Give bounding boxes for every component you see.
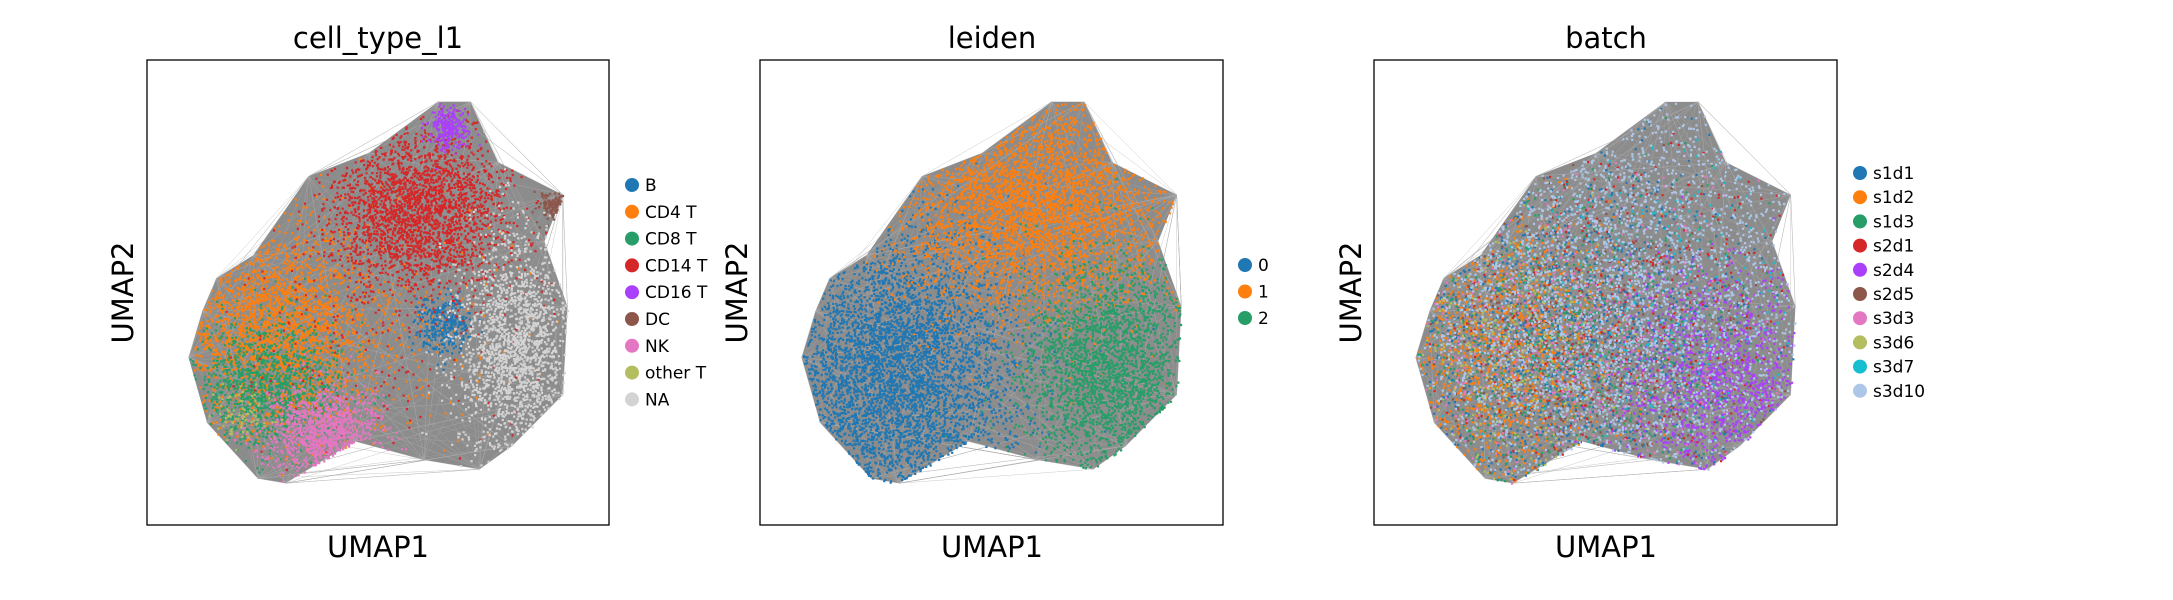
legend-marker: [1853, 262, 1867, 277]
legend-label: DC: [645, 310, 670, 330]
x-axis-label: UMAP1: [327, 530, 429, 564]
legend-marker: [625, 258, 639, 273]
legend-label: s3d3: [1873, 309, 1914, 329]
x-axis-label: UMAP1: [1555, 530, 1657, 564]
legend-label: s2d5: [1873, 285, 1914, 305]
legend-label: 1: [1258, 283, 1269, 303]
legend-marker: [1853, 166, 1867, 180]
y-axis-label: UMAP2: [720, 241, 754, 343]
legend-marker: [625, 204, 639, 219]
legend: s1d1 s1d2 s1d3 s2d1 s2d4 s2d5 s3d3 s3d6 s3d7 s3d1…: [1853, 164, 1925, 402]
legend-marker: [1853, 287, 1867, 301]
legend-label: CD8 T: [645, 230, 697, 250]
y-axis-label: UMAP2: [1334, 241, 1368, 343]
legend-marker: [625, 312, 639, 326]
legend: B CD4 T CD8 T CD14 T CD16 T DC NK other T NA: [625, 176, 708, 410]
legend-label: NA: [645, 390, 670, 410]
legend-label: s2d1: [1873, 237, 1914, 257]
panel-leiden: leiden UMAP1 UMAP2 0 1 2: [720, 21, 1269, 564]
legend-label: CD14 T: [645, 256, 708, 276]
legend-label: 0: [1258, 256, 1269, 276]
legend-label: s1d3: [1873, 212, 1914, 232]
legend-marker: [625, 178, 639, 192]
axes-frame: [146, 59, 610, 526]
y-axis-label: UMAP2: [106, 241, 140, 343]
legend-marker: [625, 365, 639, 380]
series-points-s3d3: [1425, 152, 1779, 485]
legend-label: s1d1: [1873, 164, 1914, 184]
legend-label: CD4 T: [645, 203, 697, 223]
legend-marker: [1853, 214, 1867, 229]
series-points-dc: [531, 190, 565, 229]
legend-marker: [1238, 311, 1252, 325]
axes-frame: [759, 59, 1224, 526]
legend-marker: [1853, 238, 1867, 253]
legend-marker: [1853, 335, 1867, 350]
legend-marker: [625, 338, 639, 353]
series-points-1: [864, 102, 1179, 405]
series-points-b: [408, 282, 484, 371]
scatter-points: [1416, 102, 1797, 485]
panel-batch: batch UMAP1 UMAP2 s1d1 s1d2 s1d3 s2d1 s2d4 s2…: [1334, 21, 1925, 564]
chart-title: batch: [1565, 21, 1647, 55]
legend: 0 1 2: [1238, 256, 1269, 329]
panel-cell-type: cell_type_l1 UMAP1 UMAP2 B CD4 T CD8 T CD14…: [106, 21, 708, 564]
legend-marker: [1853, 190, 1867, 205]
series-points-0: [802, 162, 1155, 484]
legend-label: CD16 T: [645, 283, 708, 303]
legend-label: s3d6: [1873, 333, 1914, 353]
legend-marker: [1853, 359, 1867, 374]
legend-label: s2d4: [1873, 261, 1914, 281]
legend-marker: [625, 231, 639, 246]
legend-label: s3d10: [1873, 382, 1925, 402]
scatter-points: [189, 103, 570, 483]
scatter-points: [802, 102, 1183, 484]
series-points-s3d10: [1417, 102, 1797, 476]
legend-label: other T: [645, 364, 707, 384]
legend-label: B: [645, 176, 657, 196]
legend-marker: [1853, 383, 1867, 398]
axes-frame: [1373, 59, 1838, 526]
x-axis-label: UMAP1: [941, 530, 1043, 564]
legend-marker: [1853, 311, 1867, 326]
series-points-cd8-t: [189, 277, 387, 474]
chart-title: leiden: [948, 21, 1037, 55]
legend-label: s1d2: [1873, 188, 1914, 208]
legend-label: 2: [1258, 309, 1269, 329]
legend-marker: [1238, 258, 1252, 272]
legend-marker: [625, 285, 639, 300]
legend-marker: [625, 392, 639, 407]
legend-marker: [1238, 284, 1252, 299]
chart-title: cell_type_l1: [293, 21, 463, 55]
series-points-na: [421, 130, 570, 468]
series-points-cd14-t: [225, 107, 561, 472]
legend-label: NK: [645, 337, 670, 357]
series-points-s1d2: [1416, 177, 1666, 483]
series-points-nk: [233, 353, 407, 483]
legend-label: s3d7: [1873, 358, 1914, 378]
series-points-2: [935, 177, 1183, 470]
series-points-cd16-t: [420, 103, 481, 171]
